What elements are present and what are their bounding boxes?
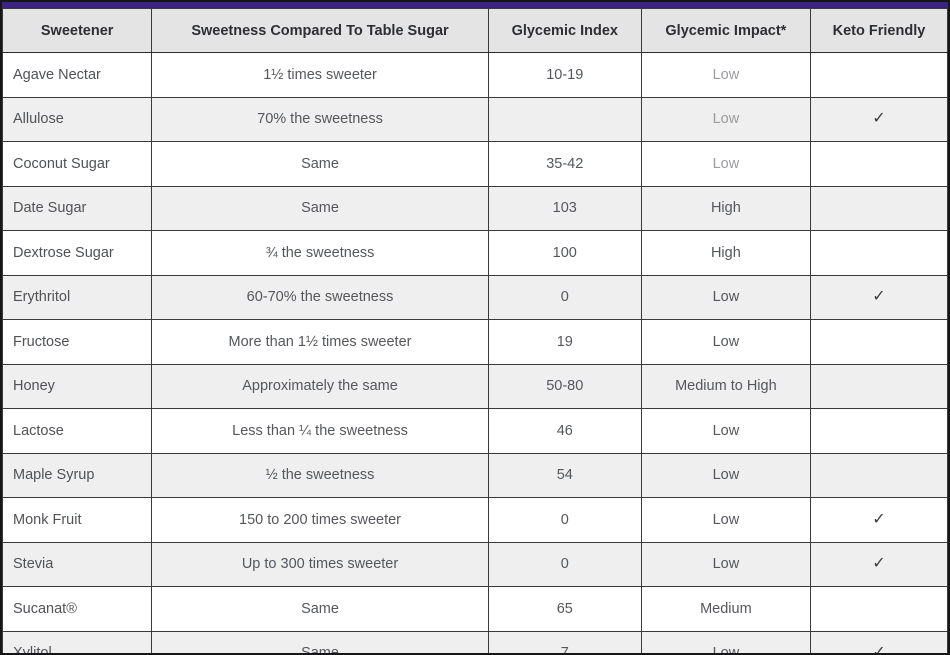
sweetener-cell: Allulose xyxy=(2,96,153,142)
col-header-glycemic-index: Glycemic Index xyxy=(487,8,642,53)
keto-friendly-cell xyxy=(809,586,948,632)
keto-friendly-cell xyxy=(809,452,948,498)
check-icon: ✓ xyxy=(872,555,886,573)
table-row: Dextrose Sugar ¾ the sweetness 100 High xyxy=(2,230,948,276)
sweetener-cell: Honey xyxy=(2,363,153,409)
glycemic-impact-cell: Low xyxy=(640,319,811,365)
table-row: Honey Approximately the same 50-80 Medium t… xyxy=(2,363,948,409)
glycemic-impact-cell: Low xyxy=(640,497,811,543)
keto-friendly-cell: ✓ xyxy=(809,274,948,320)
keto-friendly-cell xyxy=(809,363,948,409)
sweetener-cell: Monk Fruit xyxy=(2,497,153,543)
table-row: Date Sugar Same 103 High xyxy=(2,185,948,231)
table-row: Monk Fruit 150 to 200 times sweeter 0 Low ✓ xyxy=(2,497,948,543)
sweetener-cell: Erythritol xyxy=(2,274,153,320)
keto-friendly-cell xyxy=(809,52,948,98)
glycemic-impact-cell: Low xyxy=(640,408,811,454)
col-header-keto-friendly: Keto Friendly xyxy=(809,8,948,53)
sweetness-cell: ½ the sweetness xyxy=(151,452,489,498)
table-row: Sucanat® Same 65 Medium xyxy=(2,586,948,632)
glycemic-impact-cell: Medium xyxy=(640,586,811,632)
keto-friendly-cell: ✓ xyxy=(809,630,948,655)
glycemic-impact-cell: Low xyxy=(640,541,811,587)
table-row: Erythritol 60-70% the sweetness 0 Low ✓ xyxy=(2,274,948,320)
glycemic-index-cell: 103 xyxy=(487,185,642,231)
sweetener-cell: Coconut Sugar xyxy=(2,141,153,187)
glycemic-impact-cell: Low xyxy=(640,452,811,498)
sweetener-cell: Dextrose Sugar xyxy=(2,230,153,276)
sweetness-cell: Less than ¼ the sweetness xyxy=(151,408,489,454)
check-icon: ✓ xyxy=(872,110,886,128)
sweetness-cell: More than 1½ times sweeter xyxy=(151,319,489,365)
table-row: Maple Syrup ½ the sweetness 54 Low xyxy=(2,452,948,498)
glycemic-index-cell: 50-80 xyxy=(487,363,642,409)
glycemic-impact-cell: High xyxy=(640,230,811,276)
table-row: Stevia Up to 300 times sweeter 0 Low ✓ xyxy=(2,541,948,587)
keto-friendly-cell xyxy=(809,141,948,187)
glycemic-index-cell: 0 xyxy=(487,497,642,543)
glycemic-impact-cell: Low xyxy=(640,141,811,187)
sweetener-cell: Stevia xyxy=(2,541,153,587)
check-icon: ✓ xyxy=(872,644,886,655)
glycemic-impact-cell: Low xyxy=(640,96,811,142)
keto-friendly-cell xyxy=(809,185,948,231)
col-header-sweetness: Sweetness Compared To Table Sugar xyxy=(151,8,489,53)
sweetener-table: Sweetener Sweetness Compared To Table Su… xyxy=(2,8,948,655)
keto-friendly-cell xyxy=(809,319,948,365)
glycemic-impact-cell: High xyxy=(640,185,811,231)
sweetener-cell: Xylitol xyxy=(2,630,153,653)
glycemic-index-cell: 7 xyxy=(487,630,642,653)
glycemic-index-cell: 0 xyxy=(487,541,642,587)
header-row: Sweetener Sweetness Compared To Table Su… xyxy=(2,8,948,53)
top-accent-bar xyxy=(2,2,948,8)
sweetness-cell: Same xyxy=(151,141,489,187)
sweetness-cell: Approximately the same xyxy=(151,363,489,409)
glycemic-index-cell: 0 xyxy=(487,274,642,320)
table-row: Lactose Less than ¼ the sweetness 46 Low xyxy=(2,408,948,454)
sweetness-cell: 1½ times sweeter xyxy=(151,52,489,98)
glycemic-index-cell: 54 xyxy=(487,452,642,498)
glycemic-impact-cell: Low xyxy=(640,274,811,320)
sweetness-cell: 70% the sweetness xyxy=(151,96,489,142)
sweetness-cell: 150 to 200 times sweeter xyxy=(151,497,489,543)
table-row: Coconut Sugar Same 35-42 Low xyxy=(2,141,948,187)
glycemic-index-cell: 65 xyxy=(487,586,642,632)
table-row: Xylitol Same 7 Low ✓ xyxy=(2,630,948,655)
glycemic-index-cell: 35-42 xyxy=(487,141,642,187)
sweetness-cell: Same xyxy=(151,630,489,653)
sweetener-cell: Lactose xyxy=(2,408,153,454)
sweetener-cell: Agave Nectar xyxy=(2,52,153,98)
table-row: Agave Nectar 1½ times sweeter 10-19 Low xyxy=(2,52,948,98)
keto-friendly-cell: ✓ xyxy=(809,497,948,543)
table-row: Allulose 70% the sweetness Low ✓ xyxy=(2,96,948,142)
glycemic-index-cell xyxy=(487,96,642,142)
keto-friendly-cell xyxy=(809,230,948,276)
check-icon: ✓ xyxy=(872,510,886,528)
keto-friendly-cell xyxy=(809,408,948,454)
sweetener-cell: Maple Syrup xyxy=(2,452,153,498)
glycemic-impact-cell: Low xyxy=(640,52,811,98)
sweetener-cell: Date Sugar xyxy=(2,185,153,231)
check-icon: ✓ xyxy=(872,288,886,306)
sweetness-cell: Same xyxy=(151,185,489,231)
sweetness-cell: ¾ the sweetness xyxy=(151,230,489,276)
glycemic-index-cell: 100 xyxy=(487,230,642,276)
sweetness-cell: Up to 300 times sweeter xyxy=(151,541,489,587)
sweetener-cell: Fructose xyxy=(2,319,153,365)
col-header-sweetener: Sweetener xyxy=(2,8,153,53)
glycemic-impact-cell: Low xyxy=(640,630,811,653)
table-row: Fructose More than 1½ times sweeter 19 Low xyxy=(2,319,948,365)
keto-friendly-cell: ✓ xyxy=(809,96,948,142)
glycemic-index-cell: 19 xyxy=(487,319,642,365)
sweetness-cell: 60-70% the sweetness xyxy=(151,274,489,320)
glycemic-index-cell: 10-19 xyxy=(487,52,642,98)
keto-friendly-cell: ✓ xyxy=(809,541,948,587)
sweetener-cell: Sucanat® xyxy=(2,586,153,632)
glycemic-impact-cell: Medium to High xyxy=(640,363,811,409)
col-header-glycemic-impact: Glycemic Impact* xyxy=(640,8,811,53)
sweetness-cell: Same xyxy=(151,586,489,632)
glycemic-index-cell: 46 xyxy=(487,408,642,454)
